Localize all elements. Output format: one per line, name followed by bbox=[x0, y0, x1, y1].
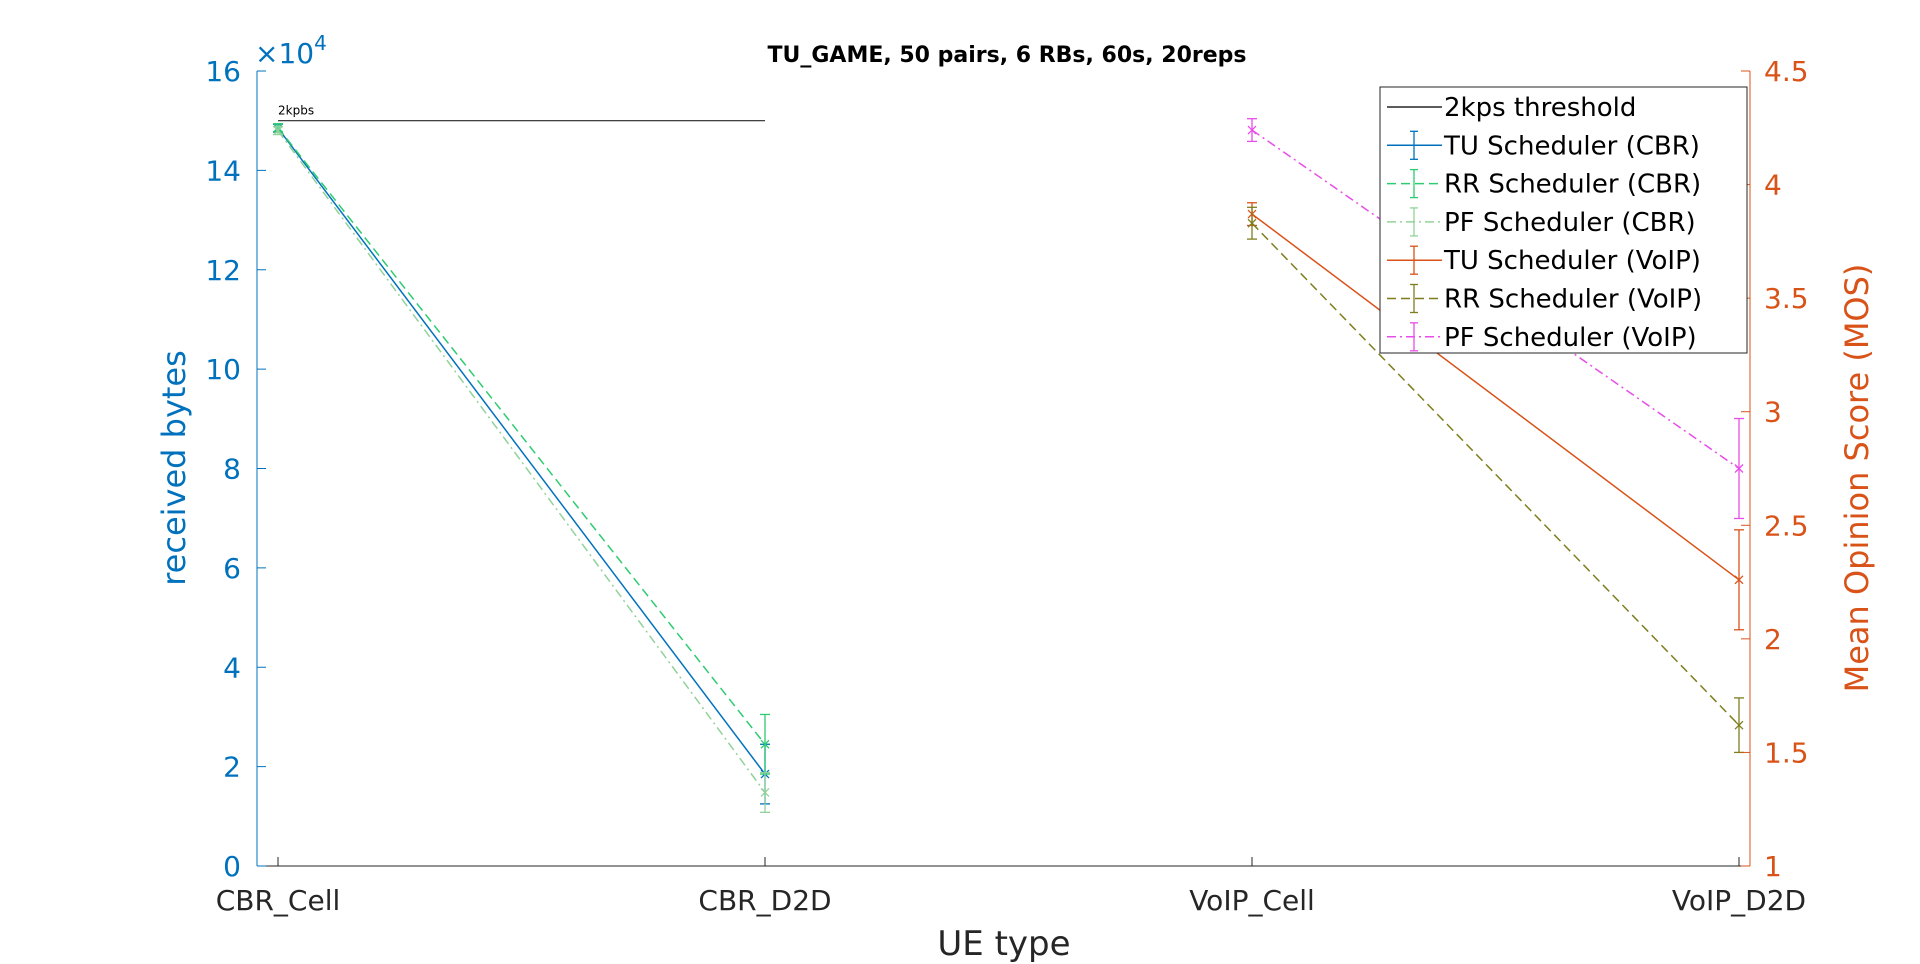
series-line bbox=[277, 127, 766, 745]
data-point bbox=[760, 788, 770, 797]
x-axis-tick-label: CBR_D2D bbox=[698, 884, 831, 917]
series-line bbox=[1251, 222, 1740, 726]
left-axis-tick-label: 4 bbox=[223, 651, 241, 684]
legend-label: PF Scheduler (CBR) bbox=[1444, 208, 1696, 238]
right-axis-tick-label: 1 bbox=[1764, 850, 1782, 883]
x-axis-tick-label: VoIP_Cell bbox=[1189, 884, 1315, 917]
data-point bbox=[1247, 218, 1257, 228]
legend-label: 2kps threshold bbox=[1444, 93, 1636, 123]
right-axis-tick-label: 3 bbox=[1764, 396, 1782, 429]
left-axis-tick-label: 12 bbox=[205, 254, 241, 287]
data-point bbox=[760, 739, 770, 749]
data-point bbox=[1734, 720, 1744, 730]
series-line bbox=[1251, 129, 1740, 470]
left-axis-ticks: 0 2 4 6 8 10 12 14 16 bbox=[205, 55, 266, 883]
left-axis-tick-label: 2 bbox=[223, 751, 241, 784]
legend-box bbox=[1379, 86, 1748, 354]
left-axis-exponent: ×104 bbox=[255, 31, 327, 70]
right-axis-label: Mean Opinion Score (MOS) bbox=[1838, 264, 1876, 693]
legend-label: TU Scheduler (CBR) bbox=[1443, 131, 1700, 161]
x-axis-tick-label: VoIP_D2D bbox=[1672, 884, 1806, 917]
right-axis-tick-label: 1.5 bbox=[1764, 736, 1809, 769]
left-axis-tick-label: 0 bbox=[223, 850, 241, 883]
data-point bbox=[1734, 464, 1744, 473]
data-point bbox=[1247, 125, 1257, 135]
legend-label: RR Scheduler (VoIP) bbox=[1444, 285, 1702, 315]
legend-label: RR Scheduler (CBR) bbox=[1444, 170, 1701, 200]
chart-title: TU_GAME, 50 pairs, 6 RBs, 60s, 20reps bbox=[767, 43, 1246, 68]
series-line bbox=[1251, 213, 1740, 581]
threshold-annotation: 2kpbs bbox=[278, 104, 314, 118]
right-axis-tick-label: 2 bbox=[1764, 623, 1782, 656]
legend-label: PF Scheduler (VoIP) bbox=[1444, 323, 1697, 353]
right-axis-tick-label: 3.5 bbox=[1764, 282, 1809, 315]
legend: 2kps threshold TU Scheduler (CBR) RR Sched… bbox=[1379, 86, 1748, 354]
x-axis-tick-label: CBR_Cell bbox=[216, 884, 341, 917]
left-axis-tick-label: 16 bbox=[205, 55, 241, 88]
plot-area: 2kpbs bbox=[273, 104, 1744, 813]
right-axis-ticks: 1 1.5 2 2.5 3 3.5 4 4.5 bbox=[1741, 55, 1809, 883]
right-axis-tick-label: 2.5 bbox=[1764, 509, 1809, 542]
left-axis-tick-label: 10 bbox=[205, 353, 241, 386]
x-axis-label: UE type bbox=[937, 924, 1070, 964]
data-point bbox=[273, 126, 283, 136]
series-line bbox=[277, 127, 766, 775]
left-axis-tick-label: 8 bbox=[223, 453, 241, 486]
left-axis-tick-label: 14 bbox=[205, 154, 241, 187]
x-axis-ticks: CBR_Cell CBR_D2D VoIP_Cell VoIP_D2D bbox=[216, 857, 1806, 917]
right-axis-tick-label: 4.5 bbox=[1764, 55, 1809, 88]
legend-label: TU Scheduler (VoIP) bbox=[1443, 246, 1701, 276]
left-axis-label: received bytes bbox=[155, 350, 193, 586]
data-point bbox=[1734, 575, 1744, 585]
series-line bbox=[277, 130, 766, 793]
left-axis-tick-label: 6 bbox=[223, 552, 241, 585]
right-axis-tick-label: 4 bbox=[1764, 169, 1782, 202]
